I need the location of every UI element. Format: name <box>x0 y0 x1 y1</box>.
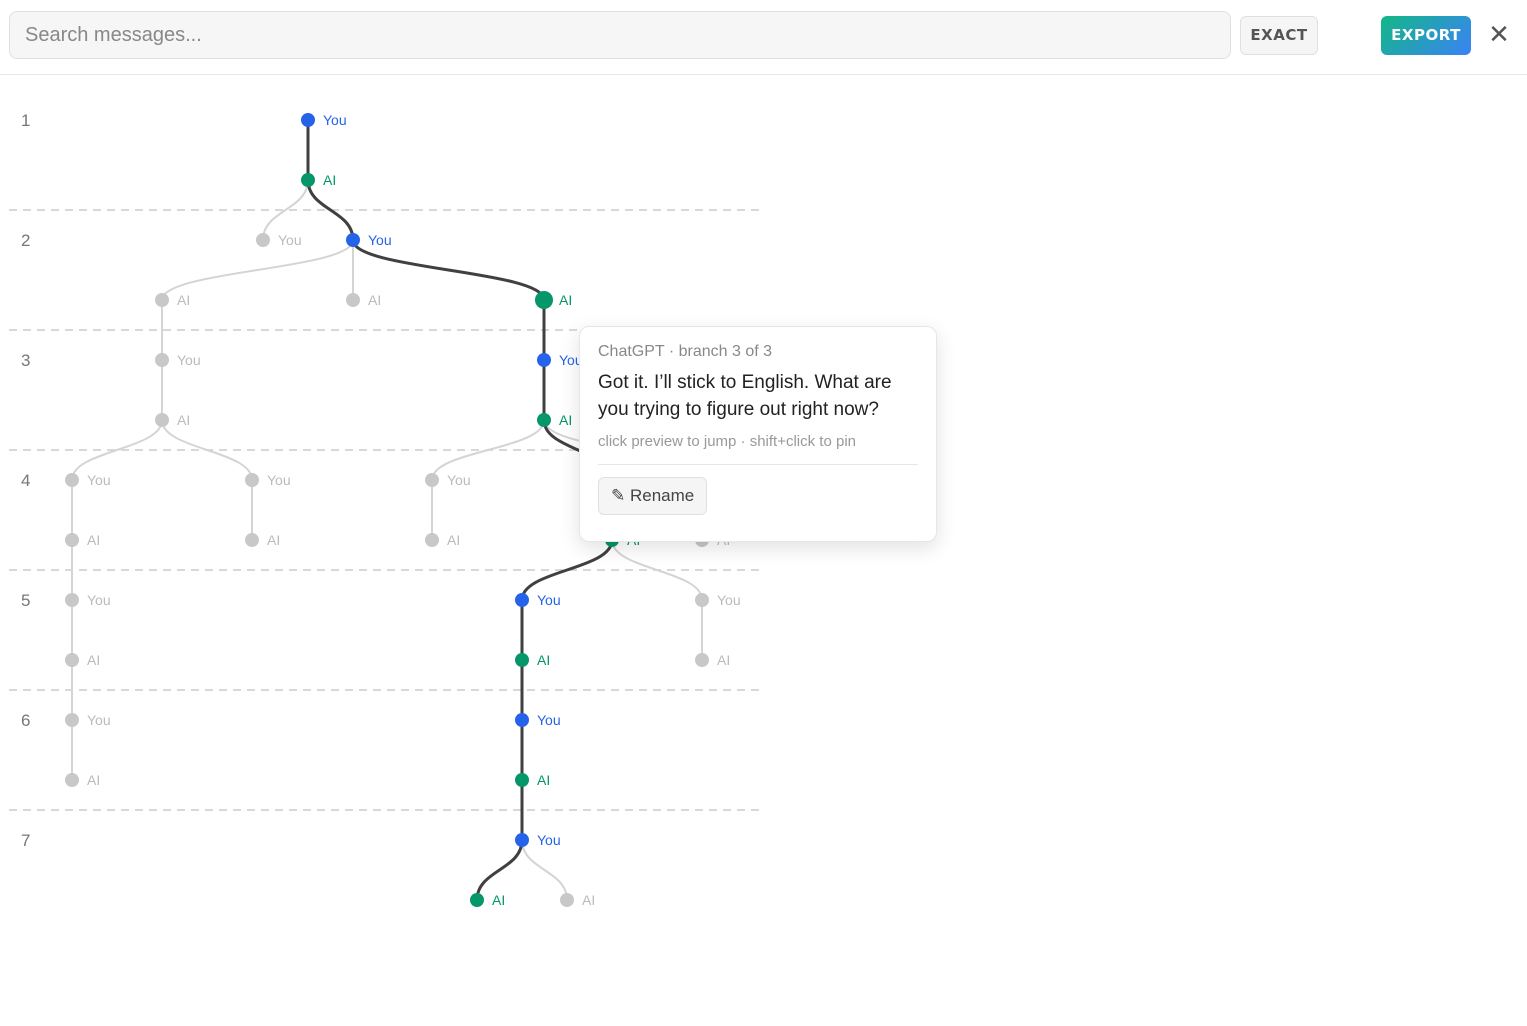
node-label: You <box>537 592 561 608</box>
node-label: You <box>717 592 741 608</box>
user-message-node[interactable] <box>301 113 315 127</box>
ai-message-node[interactable] <box>515 773 529 787</box>
tree-edge <box>520 539 614 601</box>
ai-message-node[interactable] <box>425 533 439 547</box>
node-label: You <box>87 592 111 608</box>
user-message-node[interactable] <box>256 233 270 247</box>
tooltip-message-preview[interactable]: Got it. I’ll stick to English. What are … <box>598 372 892 420</box>
node-label: You <box>537 712 561 728</box>
tree-edge <box>161 419 253 481</box>
ai-message-node[interactable] <box>537 413 551 427</box>
pencil-icon: ✎ <box>611 486 626 505</box>
tree-edge <box>475 839 524 901</box>
ai-message-node[interactable] <box>301 173 315 187</box>
search-input[interactable] <box>9 11 1231 59</box>
ai-message-node[interactable] <box>65 773 79 787</box>
node-label: AI <box>267 532 280 548</box>
node-label: You <box>323 112 347 128</box>
node-label: AI <box>447 532 460 548</box>
ai-message-node[interactable] <box>535 291 553 309</box>
ai-message-node[interactable] <box>695 653 709 667</box>
user-message-node[interactable] <box>65 473 79 487</box>
turn-number: 1 <box>21 111 30 130</box>
node-label: AI <box>87 532 100 548</box>
user-message-node[interactable] <box>515 833 529 847</box>
tooltip-hint: click preview to jump · shift+click to p… <box>598 433 857 450</box>
rename-button[interactable]: ✎ Rename <box>598 477 708 515</box>
divider <box>598 464 918 465</box>
exact-match-toggle[interactable]: EXACT <box>1240 16 1318 55</box>
node-label: AI <box>717 652 730 668</box>
node-label: AI <box>87 652 100 668</box>
node-label: AI <box>537 772 550 788</box>
ai-message-node[interactable] <box>470 893 484 907</box>
user-message-node[interactable] <box>515 713 529 727</box>
turn-number: 6 <box>21 711 30 730</box>
toolbar: EXACT EXPORT ✕ <box>0 0 1527 75</box>
node-label: AI <box>559 292 572 308</box>
close-icon[interactable]: ✕ <box>1488 20 1510 50</box>
node-label: You <box>87 472 111 488</box>
tree-edge <box>306 179 355 241</box>
ai-message-node[interactable] <box>65 533 79 547</box>
tree-edge <box>161 239 354 301</box>
ai-message-node[interactable] <box>155 293 169 307</box>
node-label: AI <box>492 892 505 908</box>
user-message-node[interactable] <box>65 713 79 727</box>
ai-message-node[interactable] <box>346 293 360 307</box>
user-message-node[interactable] <box>155 353 169 367</box>
user-message-node[interactable] <box>346 233 360 247</box>
export-button[interactable]: EXPORT <box>1381 16 1471 55</box>
tree-edge <box>71 419 163 481</box>
node-label: AI <box>323 172 336 188</box>
tree-edge <box>521 839 568 901</box>
user-message-node[interactable] <box>65 593 79 607</box>
node-label: AI <box>177 292 190 308</box>
user-message-node[interactable] <box>537 353 551 367</box>
user-message-node[interactable] <box>425 473 439 487</box>
node-label: You <box>87 712 111 728</box>
ai-message-node[interactable] <box>515 653 529 667</box>
ai-message-node[interactable] <box>245 533 259 547</box>
turn-number: 5 <box>21 591 30 610</box>
turn-number: 4 <box>21 471 30 490</box>
user-message-node[interactable] <box>695 593 709 607</box>
node-label: You <box>278 232 302 248</box>
node-label: AI <box>368 292 381 308</box>
user-message-node[interactable] <box>245 473 259 487</box>
ai-message-node[interactable] <box>155 413 169 427</box>
tree-edge <box>611 539 703 601</box>
node-label: AI <box>87 772 100 788</box>
rename-label: Rename <box>629 486 695 505</box>
ai-message-node[interactable] <box>560 893 574 907</box>
turn-number: 3 <box>21 351 30 370</box>
node-label: AI <box>537 652 550 668</box>
node-label: AI <box>582 892 595 908</box>
user-message-node[interactable] <box>515 593 529 607</box>
tree-edge <box>431 419 545 481</box>
turn-number: 7 <box>21 831 30 850</box>
ai-message-node[interactable] <box>65 653 79 667</box>
node-label: AI <box>559 412 572 428</box>
node-label: You <box>537 832 561 848</box>
tree-edge <box>351 239 546 301</box>
node-label: You <box>447 472 471 488</box>
node-label: You <box>267 472 291 488</box>
node-label: You <box>368 232 392 248</box>
tooltip-meta: ChatGPT · branch 3 of 3 <box>598 343 773 360</box>
turn-number: 2 <box>21 231 30 250</box>
node-label: AI <box>177 412 190 428</box>
branch-preview-tooltip[interactable]: ChatGPT · branch 3 of 3 Got it. I’ll sti… <box>579 326 937 542</box>
tree-edge <box>262 179 309 241</box>
node-label: You <box>559 352 583 368</box>
node-label: You <box>177 352 201 368</box>
